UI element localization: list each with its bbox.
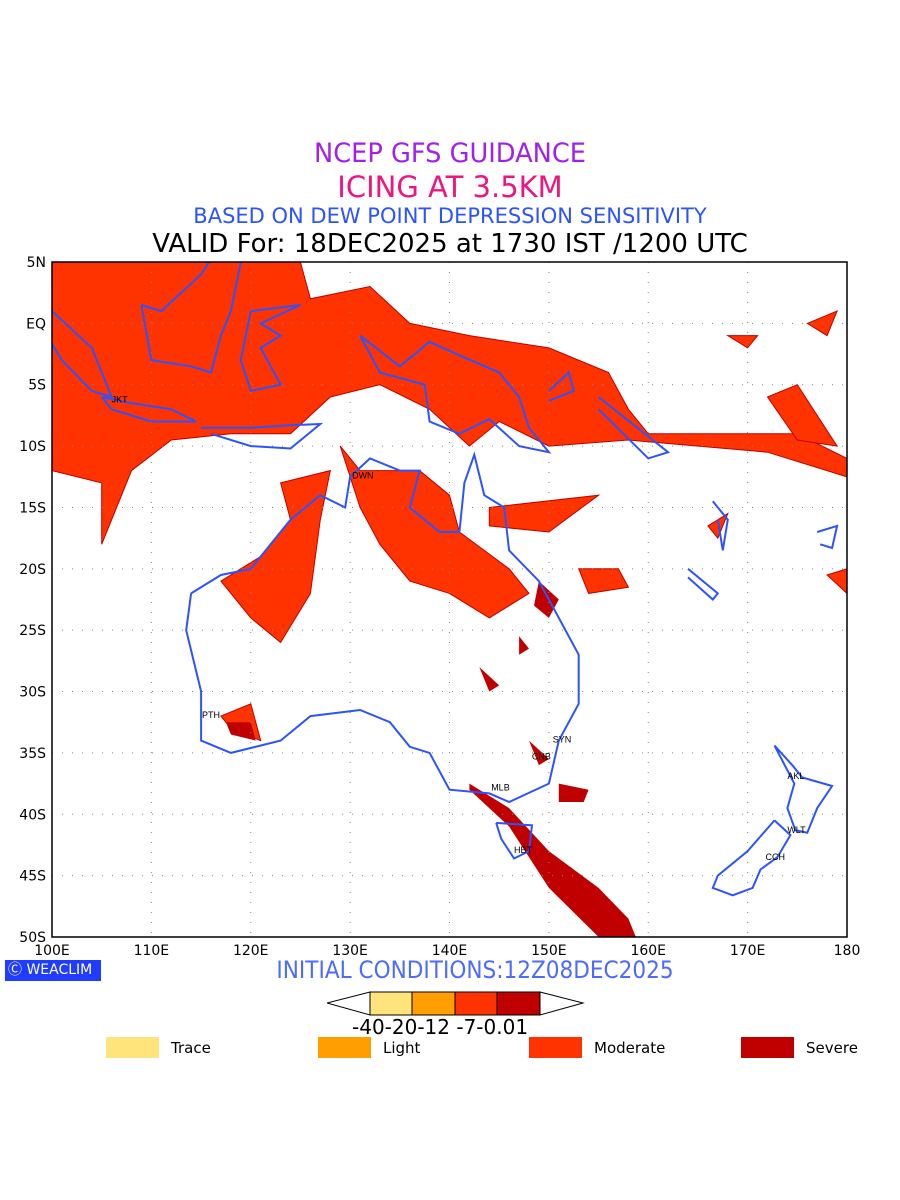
- colorbar-light: [411, 991, 456, 1016]
- title-valid-time: VALID For: 18DEC2025 at 1730 IST /1200 U…: [152, 229, 748, 259]
- city-label: SYN: [553, 734, 572, 744]
- severe-icing-area: [529, 740, 549, 766]
- lat-tick-label: 30S: [19, 685, 46, 701]
- axis-labels: 100E 110E 120E 130E 140E 150E 160E 170E 180 5N EQ 5…: [19, 255, 860, 959]
- lat-tick-label: 25S: [19, 623, 46, 639]
- lon-tick-label: 110E: [134, 943, 170, 959]
- colorbar-left-arrow: [327, 991, 371, 1016]
- colorbar-right-arrow: [539, 991, 585, 1016]
- moderate-icing-area: [220, 469, 331, 644]
- city-label: CCH: [765, 852, 785, 862]
- lon-tick-label: 180: [834, 943, 861, 959]
- lat-tick-label: 40S: [19, 807, 46, 823]
- city-label: WLT: [787, 825, 806, 835]
- coastline: [185, 451, 580, 804]
- city-label: AKL: [787, 771, 804, 781]
- legend-swatch: [318, 1037, 371, 1058]
- severe-icing-area: [534, 581, 559, 618]
- title-model: NCEP GFS GUIDANCE: [314, 138, 586, 169]
- lon-tick-label: 150E: [531, 943, 567, 959]
- moderate-icing-area: [826, 568, 847, 595]
- legend-label: Severe: [806, 1038, 858, 1057]
- coastline: [100, 396, 197, 423]
- lat-tick-label: EQ: [26, 316, 46, 332]
- lon-tick-label: 130E: [332, 943, 368, 959]
- coastline: [495, 821, 534, 860]
- city-label: JKT: [112, 394, 129, 404]
- coastline: [140, 262, 242, 374]
- legend-swatch: [529, 1037, 582, 1058]
- coastline: [597, 396, 671, 460]
- lat-tick-label: 15S: [19, 500, 46, 516]
- legend-label: Trace: [171, 1038, 211, 1057]
- lon-tick-label: 160E: [630, 943, 666, 959]
- lat-tick-label: 5N: [27, 255, 46, 271]
- coastline: [687, 568, 720, 601]
- severe-icing-area: [558, 783, 589, 802]
- lon-tick-label: 100E: [34, 943, 70, 959]
- legend-trace: Trace: [106, 1037, 211, 1058]
- coastline: [711, 819, 792, 897]
- map-frame: [51, 261, 848, 938]
- colorbar-trace: [369, 991, 413, 1016]
- legend-label: Light: [383, 1038, 421, 1057]
- city-label: HBT: [514, 845, 533, 855]
- colorbar-ticks: -40-20-12 -7-0.01: [352, 1015, 529, 1039]
- initial-conditions: INITIAL CONDITIONS:12Z08DEC2025: [276, 956, 674, 984]
- weaclim-logo: Ⓒ WEACLIM: [5, 960, 101, 981]
- title-method: BASED ON DEW POINT DEPRESSION SENSITIVIT…: [193, 204, 707, 228]
- lat-tick-label: 50S: [19, 930, 46, 946]
- coastline: [359, 334, 552, 454]
- lat-tick-label: 20S: [19, 562, 46, 578]
- lon-tick-label: 120E: [233, 943, 269, 959]
- coastline: [201, 422, 324, 450]
- legend-light: Light: [318, 1037, 420, 1058]
- coastline: [816, 524, 839, 550]
- color-bar: [327, 991, 585, 1016]
- severe-icing-area: [479, 667, 500, 692]
- moderate-icing-area: [577, 568, 630, 594]
- lat-tick-label: 10S: [19, 439, 46, 455]
- coastline: [712, 500, 729, 551]
- colorbar-severe: [496, 991, 541, 1016]
- lon-tick-label: 140E: [432, 943, 468, 959]
- city-label: CNB: [532, 752, 551, 762]
- lat-tick-label: 5S: [28, 378, 46, 394]
- lon-tick-label: 170E: [730, 943, 766, 959]
- lat-tick-label: 45S: [19, 869, 46, 885]
- city-label: PTH: [202, 710, 220, 720]
- city-label: DWN: [352, 471, 374, 481]
- severe-icing-area: [225, 722, 256, 741]
- coastlines: [52, 262, 839, 897]
- moderate-icing-area: [726, 335, 759, 349]
- coastline: [52, 309, 114, 399]
- coastline: [548, 370, 575, 402]
- colorbar-moderate: [454, 991, 498, 1016]
- coastline: [239, 304, 301, 393]
- severe-icing-area: [469, 783, 636, 937]
- severe-icing-area: [519, 636, 529, 655]
- legend-label: Moderate: [594, 1038, 666, 1057]
- city-label: MLB: [491, 782, 510, 792]
- lat-tick-label: 35S: [19, 746, 46, 762]
- legend-swatch: [106, 1037, 159, 1058]
- logo-text: WEACLIM: [26, 962, 93, 978]
- moderate-icing-area: [766, 384, 839, 447]
- coastline: [773, 744, 834, 834]
- title-product: ICING AT 3.5KM: [337, 170, 563, 204]
- legend-swatch: [741, 1037, 794, 1058]
- legend-moderate: Moderate: [529, 1037, 665, 1058]
- legend-severe: Severe: [741, 1037, 858, 1058]
